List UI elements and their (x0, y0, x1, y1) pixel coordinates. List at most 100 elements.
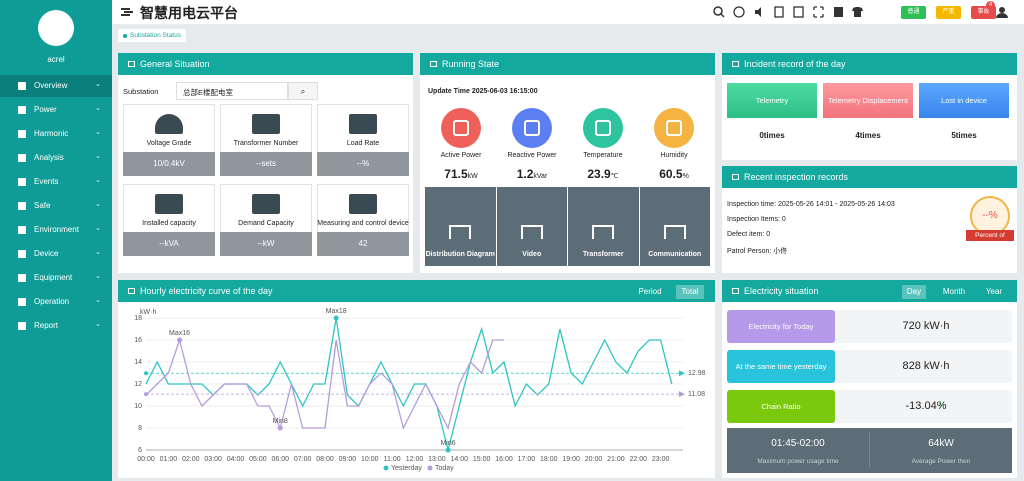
inspection-line: Patrol Person: 小佟 (727, 248, 788, 255)
alarm-button[interactable]: 严重 (936, 6, 961, 19)
legend-label: Today (435, 465, 454, 472)
card-label: Installed capacity (142, 220, 196, 227)
card-value: --% (317, 152, 409, 176)
menu-item[interactable]: Report (34, 321, 59, 330)
function-label: Transformer (582, 251, 624, 258)
curve-tab[interactable]: Period (638, 287, 662, 296)
menu-item[interactable]: Operation (34, 297, 70, 306)
y-tick-label: 6 (138, 447, 142, 454)
metric-number: 1.2 (516, 167, 534, 181)
card-value: --sets (220, 152, 312, 176)
average-start (144, 371, 148, 376)
footer-label: Maximum power usage time (757, 458, 839, 465)
x-tick-label: 12:00 (406, 456, 424, 463)
footer-value: 64kW (928, 438, 954, 449)
metric-value: 23.9℃ (568, 167, 638, 181)
menu-item[interactable]: Harmonic (34, 129, 69, 138)
y-tick-label: 14 (134, 359, 142, 366)
update-time: Update Time 2025-06-03 16:15:00 (428, 88, 538, 95)
avatar[interactable] (38, 10, 74, 46)
metric-value: 1.2kVar (497, 167, 567, 181)
x-tick-label: 18:00 (540, 456, 558, 463)
sidebar (0, 0, 112, 481)
curve-panel-title: Hourly electricity curve of the day (140, 286, 273, 296)
period-tab[interactable]: Year (985, 287, 1003, 296)
metric-glyph (595, 120, 611, 136)
metric-glyph (453, 120, 469, 136)
x-tick-label: 16:00 (495, 456, 513, 463)
x-tick-label: 13:00 (428, 456, 446, 463)
metric-label: Humidity (660, 152, 688, 159)
period-tab[interactable]: Month (942, 287, 966, 296)
min-point (277, 425, 283, 431)
menu-icon (18, 178, 26, 186)
card-value: --kW (220, 232, 312, 256)
menu-icon (18, 130, 26, 138)
inspection-panel-title: Recent inspection records (744, 172, 849, 182)
incident-card[interactable]: Lost in device (919, 83, 1009, 118)
x-tick-label: 15:00 (473, 456, 491, 463)
menu-icon (18, 226, 26, 234)
substation-label: Substation (123, 87, 159, 96)
function-label: Video (522, 251, 542, 258)
x-tick-label: 09:00 (339, 456, 357, 463)
x-tick-label: 01:00 (160, 456, 178, 463)
min-label: Min6 (440, 440, 455, 447)
toolbar-icons[interactable] (710, 5, 870, 19)
function-label: Distribution Diagram (425, 251, 495, 258)
period-tab-active[interactable]: Day (902, 285, 926, 299)
electricity-panel-header (722, 280, 1017, 302)
alarm-button[interactable]: 普通 (901, 6, 926, 19)
menu-icon (18, 322, 26, 330)
footer-divider (869, 433, 870, 468)
menu-item[interactable]: Device (34, 249, 59, 258)
incident-card[interactable]: Telemetry (727, 83, 817, 118)
metric-icon (441, 108, 481, 148)
x-tick-label: 04:00 (227, 456, 245, 463)
average-arrow (679, 391, 685, 398)
menu-item[interactable]: Overview (34, 81, 68, 90)
down-arrow: ↓ (938, 398, 944, 410)
y-tick-label: 12 (134, 381, 142, 388)
tab[interactable]: Substation Status (118, 29, 186, 42)
card-label: Load Rate (346, 140, 380, 147)
substation-select[interactable]: 总部E楼配电室 (176, 82, 288, 100)
y-tick-label: 16 (134, 337, 142, 344)
card-label: Transformer Number (233, 140, 299, 147)
menu-toggle[interactable] (121, 8, 130, 16)
function-icon (520, 225, 543, 239)
menu-item[interactable]: Events (34, 177, 59, 186)
metric-number: 60.5 (659, 167, 683, 181)
menu-item[interactable]: Equipment (34, 273, 73, 282)
footer-label: Average Power then (911, 458, 971, 465)
card-icon (252, 114, 280, 134)
card-value: 10/0.4kV (123, 152, 215, 176)
footer-value: 01:45-02:00 (771, 438, 825, 449)
inspection-panel-header (722, 166, 1017, 188)
search-button[interactable]: ⌕ (288, 82, 318, 100)
user-icon[interactable] (996, 6, 1008, 18)
menu-item[interactable]: Analysis (34, 153, 64, 162)
metric-icon (654, 108, 694, 148)
general-panel-title: General Situation (140, 59, 210, 69)
menu-icon (18, 274, 26, 282)
electricity-panel-title: Electricity situation (744, 286, 819, 296)
x-tick-label: 22:00 (629, 456, 647, 463)
average-label: 11.08 (688, 391, 705, 398)
legend-label: Yesterday (391, 465, 422, 472)
general-panel-header (118, 53, 413, 75)
curve-panel-header-icon (128, 288, 135, 294)
electricity-panel-header-icon (732, 288, 739, 294)
menu-item[interactable]: Environment (34, 225, 79, 234)
running-panel-title: Running State (442, 59, 500, 69)
incident-card[interactable]: Telemetry Displacement (823, 83, 913, 118)
card-icon (155, 114, 183, 134)
curve-tab-active[interactable]: Total (676, 285, 704, 299)
metric-icon (512, 108, 552, 148)
menu-item[interactable]: Safe (34, 201, 51, 210)
gauge: --% (970, 196, 1010, 236)
metric-label: Active Power (440, 152, 482, 159)
line-chart: kW·h 6 8 10 12 14 16 18 00:00 01:00 02:00 03:00 04:0… (134, 308, 705, 472)
incident-value: 0times (759, 131, 785, 140)
menu-item[interactable]: Power (34, 105, 57, 114)
